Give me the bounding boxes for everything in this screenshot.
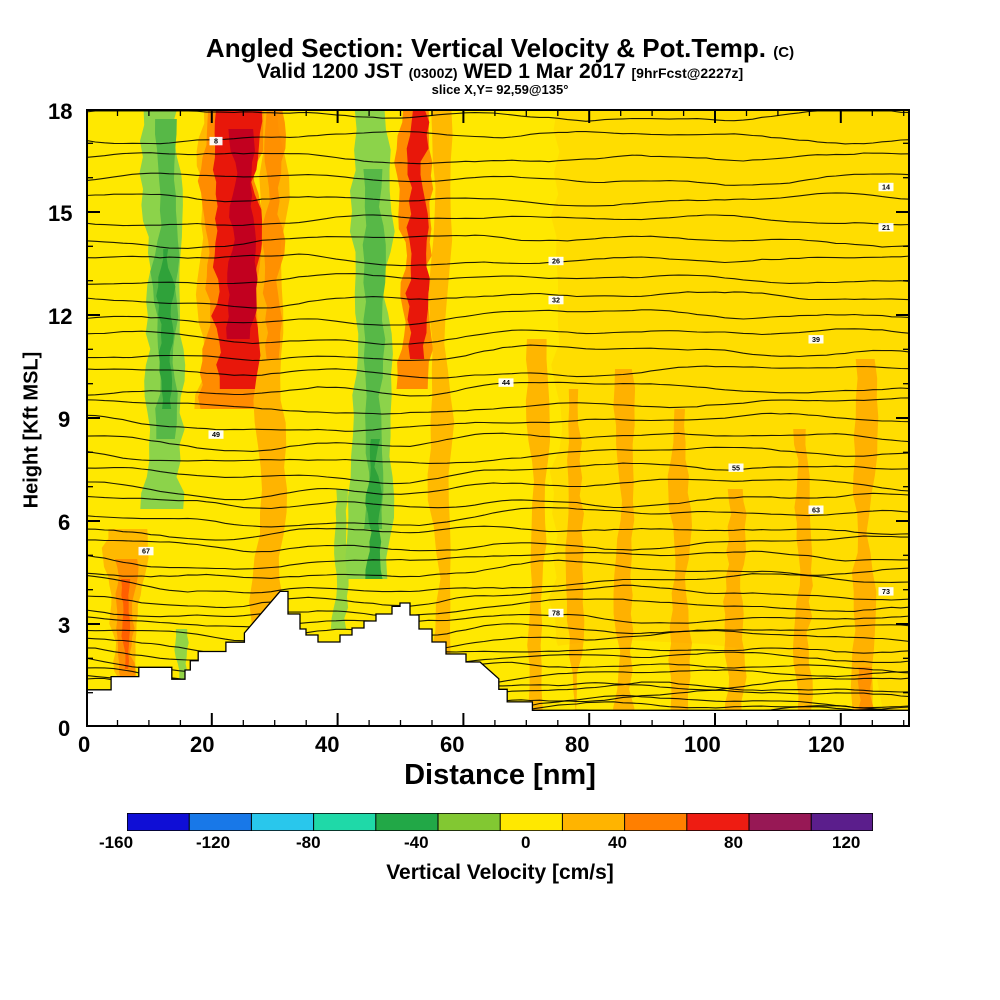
svg-text:14: 14 <box>882 183 890 192</box>
svg-text:73: 73 <box>882 587 890 596</box>
svg-text:26: 26 <box>552 257 560 266</box>
svg-text:55: 55 <box>732 463 740 472</box>
svg-text:32: 32 <box>552 296 560 305</box>
svg-text:78: 78 <box>552 609 560 618</box>
svg-text:44: 44 <box>502 378 510 387</box>
svg-text:67: 67 <box>142 547 150 556</box>
svg-text:21: 21 <box>882 223 890 232</box>
svg-text:8: 8 <box>214 137 218 146</box>
svg-text:49: 49 <box>212 430 220 439</box>
svg-text:63: 63 <box>812 505 820 514</box>
svg-text:39: 39 <box>812 335 820 344</box>
